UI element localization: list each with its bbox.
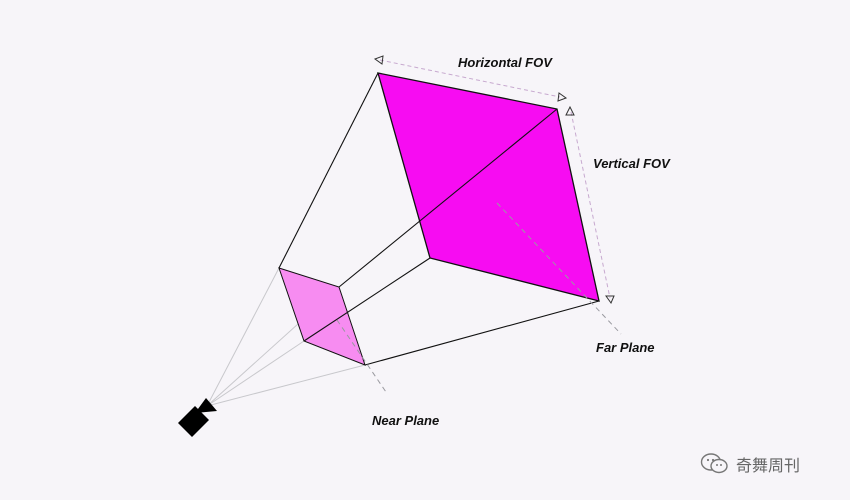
camera-lens — [195, 398, 217, 413]
frustum-edges — [278, 72, 600, 366]
far-plane — [377, 72, 600, 302]
guide-line-top — [206, 267, 280, 407]
frustum-edge-bottom — [364, 300, 600, 366]
camera-body — [178, 406, 209, 437]
frustum-edge-right — [338, 108, 558, 288]
frustum-edge-top — [278, 72, 379, 269]
near-plane-label: Near Plane — [372, 413, 440, 428]
vertical-fov-label: Vertical FOV — [593, 156, 670, 171]
near-plane — [278, 267, 366, 366]
arrowhead-icon — [557, 92, 568, 102]
guide-line-left — [206, 340, 305, 407]
far-plane-pointer — [496, 202, 622, 335]
watermark: 奇舞周刊 — [700, 452, 800, 476]
far-plane-label: Far Plane — [596, 340, 655, 355]
wechat-icon — [700, 453, 728, 474]
vertical-fov-dimension — [565, 105, 615, 305]
camera-guide-lines — [206, 267, 366, 407]
plane-pointers — [336, 202, 622, 393]
camera-icon — [178, 398, 217, 437]
horizontal-fov-label: Horizontal FOV — [458, 55, 552, 70]
arrowhead-icon — [605, 295, 615, 305]
frustum-edge-left — [303, 257, 431, 342]
horizontal-fov-dimension — [373, 55, 568, 102]
near-plane-pointer — [336, 319, 387, 393]
watermark-text: 奇舞周刊 — [736, 456, 801, 475]
horizontal-fov-dimension-line — [379, 59, 561, 98]
arrowhead-icon — [565, 105, 575, 116]
arrowhead-icon — [373, 55, 384, 65]
vertical-fov-dimension-line — [570, 111, 611, 299]
guide-line-bottom — [206, 364, 366, 407]
